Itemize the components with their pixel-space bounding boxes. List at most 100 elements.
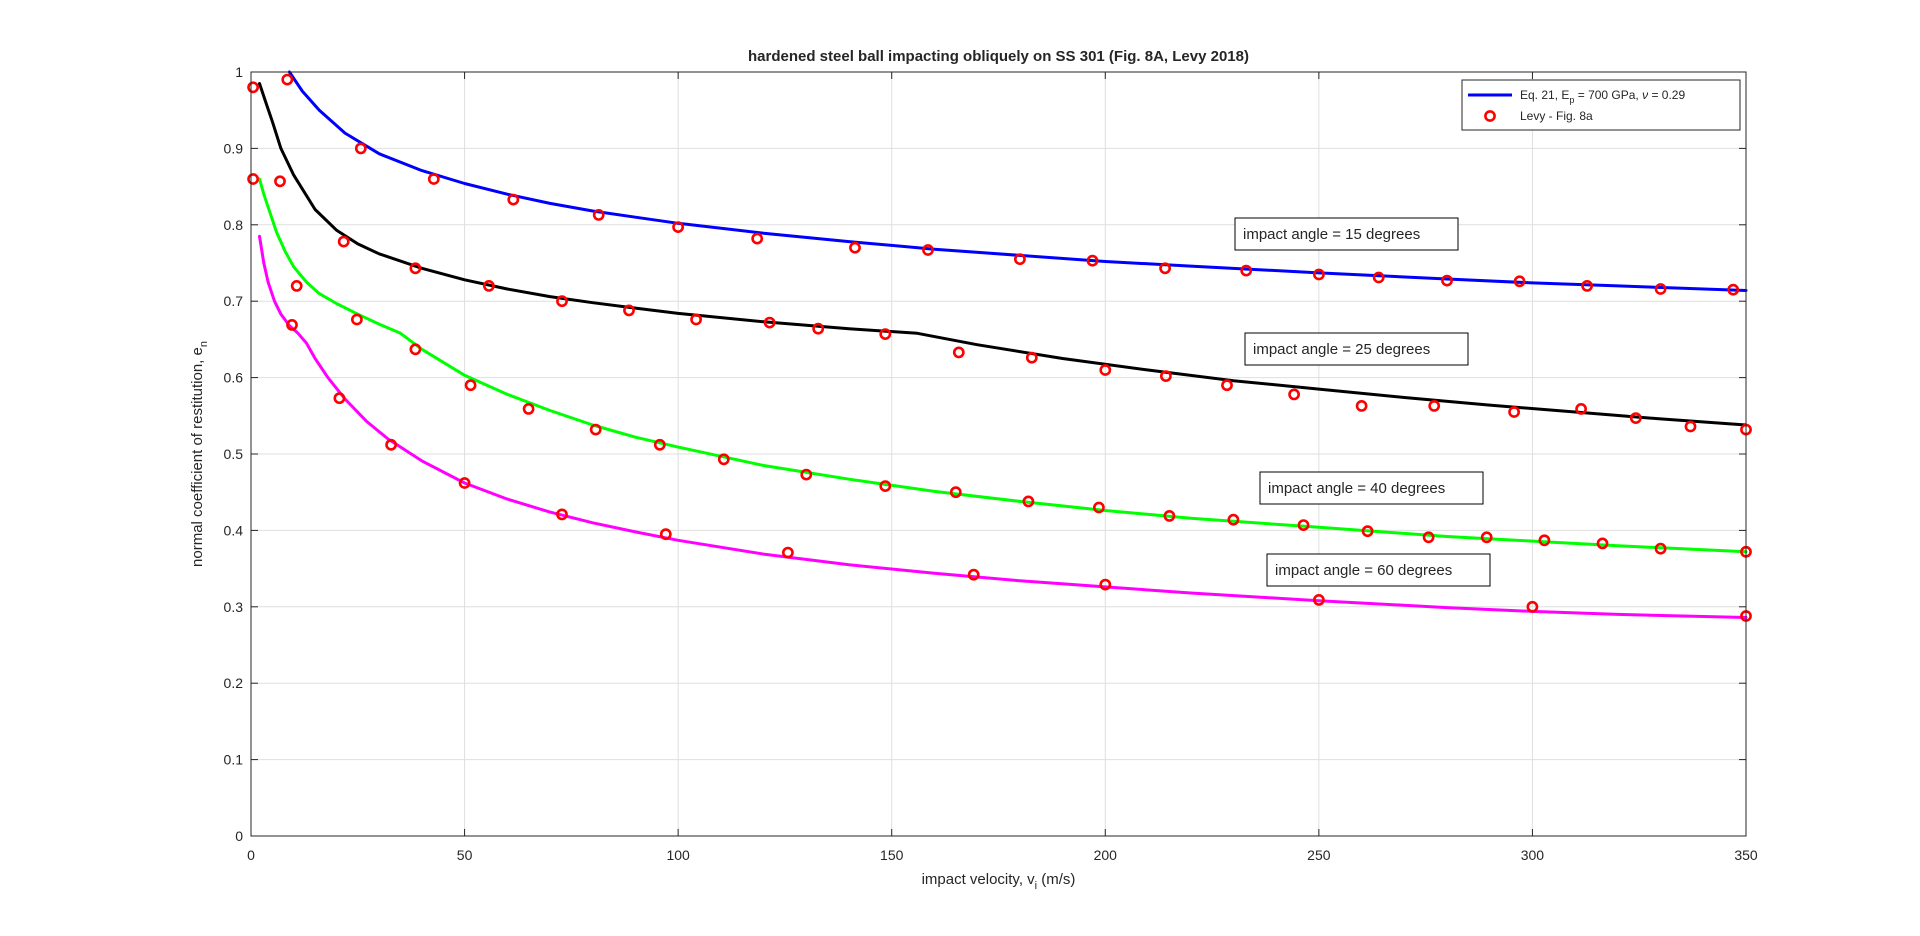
data-point-impact-angle-25-degrees [556,295,568,308]
data-point-impact-angle-40-degrees [589,423,602,436]
legend-label-part: = 0.29 [1648,88,1685,102]
data-point-impact-angle-15-degrees [672,221,684,233]
legend-label: Eq. 21, Ep = 700 GPa, ν = 0.29 [1520,88,1685,105]
x-tick-label: 50 [457,847,473,863]
data-point-impact-angle-25-degrees [1684,420,1697,433]
data-point-impact-angle-25-degrees [1160,370,1172,382]
data-point-impact-angle-25-degrees [1221,379,1233,392]
angle-annotations: impact angle = 15 degrees impact angle = … [1234,217,1491,587]
data-point-impact-angle-60-degrees [458,477,471,489]
annotation-label: impact angle = 40 degrees [1268,480,1445,497]
x-tick-label: 100 [666,847,690,863]
annotation-impact-angle-60-degrees: impact angle = 60 degrees [1266,553,1491,587]
data-point-impact-angle-25-degrees [274,175,286,188]
data-point-impact-angle-15-degrees [1014,253,1026,266]
data-point-impact-angle-25-degrees [879,328,892,340]
data-point-impact-angle-25-degrees [1428,399,1441,412]
data-point-impact-angle-15-degrees [922,244,934,256]
y-tick-label: 0.5 [224,446,244,462]
legend-marker-icon [1484,110,1496,122]
y-tick-label: 0.8 [224,217,244,233]
data-point-impact-angle-40-degrees [1538,534,1551,547]
y-tick-label: 0.6 [224,370,244,386]
data-point-impact-angle-25-degrees [1575,402,1587,415]
chart-title: hardened steel ball impacting obliquely … [748,48,1249,65]
data-point-impact-angle-25-degrees [952,346,965,359]
data-point-impact-angle-60-degrees [782,546,794,559]
data-point-impact-angle-15-degrees [427,173,440,185]
data-point-impact-angle-15-degrees [1513,275,1526,288]
y-tick-label: 0.2 [224,675,244,691]
annotation-label: impact angle = 60 degrees [1275,562,1452,579]
data-point-impact-angle-40-degrees [949,486,962,499]
legend-label-part: Eq. 21, E [1520,88,1569,102]
data-point-impact-angle-25-degrees [337,235,350,248]
data-point-impact-angle-15-degrees [281,73,294,86]
y-tick-label: 0 [235,828,243,844]
data-point-impact-angle-15-degrees [849,241,861,254]
data-point-impact-angle-15-degrees [1086,254,1099,267]
data-point-impact-angle-60-degrees [659,528,672,541]
data-point-impact-angle-60-degrees [1526,600,1539,613]
data-point-impact-angle-40-degrees [653,438,666,451]
data-point-impact-angle-15-degrees [1441,274,1453,287]
annotation-box [1244,332,1469,366]
data-point-impact-angle-25-degrees [1288,388,1300,401]
data-point-impact-angle-25-degrees [1508,406,1520,418]
data-point-impact-angle-60-degrees [385,438,397,451]
axis-ticks: 0 50 100 150 200 250 300 350 0 0.1 0.2 0.3 0.4 0.5 0.6… [224,64,1758,863]
legend: Eq. 21, Ep = 700 GPa, ν = 0.29 Levy - Fig… [1461,79,1741,131]
legend-label-part: Levy - Fig. 8a [1520,109,1593,123]
data-point-impact-angle-40-degrees [1093,501,1105,514]
data-point-impact-angle-15-degrees [354,142,367,155]
x-tick-label: 150 [880,847,904,863]
y-tick-label: 0.3 [224,599,244,615]
x-axis-label: impact velocity, vi (m/s) [922,871,1076,892]
data-point-impact-angle-15-degrees [1581,279,1593,292]
data-point-impact-angle-25-degrees [409,262,422,275]
series-curve-impact-angle-60-degrees [258,234,1748,619]
data-point-impact-angle-40-degrees [1654,542,1667,555]
data-point-impact-angle-15-degrees [1313,268,1325,281]
x-tick-label: 350 [1734,847,1758,863]
data-point-impact-angle-40-degrees [1596,537,1609,550]
annotation-box [1266,553,1491,587]
data-point-impact-angle-25-degrees [1025,351,1038,364]
y-tick-label: 0.9 [224,140,244,156]
data-point-impact-angle-15-degrees [1372,271,1385,284]
data-point-impact-angle-60-degrees [556,508,568,521]
annotation-box [1259,471,1484,505]
data-point-impact-angle-60-degrees [1099,578,1112,591]
data-point-impact-angle-25-degrees [247,81,259,94]
x-tick-label: 300 [1521,847,1545,863]
series-curve-impact-angle-40-degrees [258,177,1748,554]
x-tick-label: 200 [1094,847,1118,863]
data-point-impact-angle-15-degrees [1727,283,1740,296]
data-point-impact-angle-60-degrees [333,392,346,405]
annotation-impact-angle-25-degrees: impact angle = 25 degrees [1244,332,1469,366]
data-point-impact-angle-40-degrees [1422,531,1435,544]
series-curve-impact-angle-25-degrees [258,82,1748,427]
data-point-impact-angle-15-degrees [592,208,605,221]
y-tick-label: 0.7 [224,293,244,309]
data-point-impact-angle-40-degrees [1022,495,1035,508]
data-point-impact-angle-25-degrees [812,322,825,335]
data-point-impact-angle-40-degrees [879,480,892,492]
data-point-impact-angle-40-degrees [350,313,363,326]
data-point-impact-angle-40-degrees [247,173,259,185]
data-point-impact-angle-40-degrees [409,343,422,356]
data-point-impact-angle-25-degrees [690,313,702,326]
data-point-impact-angle-15-degrees [1654,283,1667,295]
data-point-impact-angle-40-degrees [522,402,535,415]
annotation-impact-angle-15-degrees: impact angle = 15 degrees [1234,217,1459,251]
data-point-impact-angle-40-degrees [717,453,730,466]
legend-box [1461,79,1741,131]
data-point-impact-angle-15-degrees [751,232,764,245]
legend-label-part: = 700 GPa, [1574,88,1642,102]
x-tick-label: 250 [1307,847,1331,863]
data-point-impact-angle-60-degrees [967,568,980,581]
data-point-impact-angle-40-degrees [1480,531,1493,544]
data-point-impact-angle-40-degrees [1163,510,1176,522]
data-point-impact-angle-15-degrees [1240,264,1253,277]
data-point-impact-angle-60-degrees [1313,594,1325,606]
